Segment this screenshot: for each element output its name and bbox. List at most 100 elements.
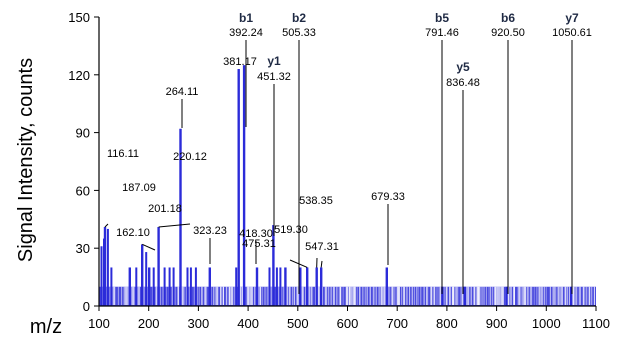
peak-bar bbox=[441, 286, 444, 306]
noise-gap bbox=[266, 286, 268, 305]
peak-mz-label: 679.33 bbox=[371, 191, 405, 203]
peak-bar bbox=[103, 227, 107, 306]
noise-gap bbox=[529, 286, 531, 305]
noise-gap bbox=[241, 286, 243, 305]
noise-gap bbox=[251, 286, 253, 305]
noise-gap bbox=[288, 286, 291, 305]
noise-gap bbox=[287, 286, 289, 305]
noise-gap bbox=[434, 286, 436, 305]
noise-gap bbox=[113, 286, 115, 305]
noise-gap bbox=[580, 286, 581, 305]
noise-gap bbox=[427, 286, 429, 305]
noise-gap bbox=[588, 286, 591, 305]
noise-gap bbox=[513, 286, 515, 305]
ion-label: y7 bbox=[565, 11, 579, 25]
peak-bar bbox=[320, 267, 323, 306]
noise-gap bbox=[250, 286, 253, 305]
noise-gap bbox=[264, 286, 266, 305]
noise-gap bbox=[198, 286, 200, 305]
noise-gap bbox=[330, 286, 332, 305]
noise-gap bbox=[473, 286, 476, 305]
noise-gap bbox=[345, 286, 348, 305]
noise-gap bbox=[542, 286, 544, 305]
peak-mz-label: 201.18 bbox=[148, 203, 182, 215]
noise-gap bbox=[159, 286, 161, 305]
peak-leader-line bbox=[289, 259, 308, 268]
noise-gap bbox=[366, 286, 368, 305]
noise-gap bbox=[531, 286, 533, 305]
ion-label: y5 bbox=[456, 60, 470, 74]
noise-gap bbox=[417, 286, 419, 305]
ion-label: b5 bbox=[435, 11, 449, 25]
noise-gap bbox=[217, 286, 219, 305]
peak-mz-label: 451.32 bbox=[257, 71, 291, 83]
noise-gap bbox=[502, 286, 504, 305]
peak-mz-label: 418.30 bbox=[239, 228, 273, 240]
noise-gap bbox=[300, 286, 303, 305]
noise-gap bbox=[416, 286, 417, 305]
noise-gap bbox=[582, 286, 585, 305]
noise-gap bbox=[228, 286, 231, 305]
noise-gap bbox=[317, 286, 320, 305]
noise-gap bbox=[352, 286, 355, 305]
peak-bar bbox=[128, 267, 131, 306]
noise-gap bbox=[391, 286, 393, 305]
noise-gap bbox=[593, 286, 595, 305]
peak-mz-label: 505.33 bbox=[282, 27, 316, 39]
minor-peak-bar bbox=[145, 252, 148, 306]
minor-peak-bar bbox=[168, 267, 171, 306]
x-tick-label: 800 bbox=[436, 316, 458, 331]
noise-gap bbox=[362, 286, 363, 305]
peak-bar bbox=[505, 286, 508, 306]
noise-gap bbox=[201, 286, 203, 305]
noise-gap bbox=[420, 286, 422, 305]
noise-gap bbox=[556, 286, 558, 305]
noise-gap bbox=[239, 286, 242, 305]
peak-mz-label: 836.48 bbox=[446, 77, 480, 89]
noise-gap bbox=[131, 286, 134, 305]
ion-label: y1 bbox=[267, 54, 281, 68]
peak-mz-label: 547.31 bbox=[305, 241, 339, 253]
noise-gap bbox=[259, 286, 262, 305]
noise-gap bbox=[231, 286, 234, 305]
peak-mz-label: 187.09 bbox=[122, 182, 156, 194]
noise-gap bbox=[438, 286, 440, 305]
x-tick-label: 1000 bbox=[532, 316, 561, 331]
noise-gap bbox=[445, 286, 448, 305]
noise-gap bbox=[249, 286, 251, 305]
x-tick-label: 500 bbox=[287, 316, 309, 331]
peak-bar bbox=[315, 267, 318, 306]
minor-peak-bar bbox=[163, 267, 166, 306]
minor-peak-bar bbox=[268, 267, 271, 306]
noise-gap bbox=[308, 286, 310, 305]
peak-mz-label: 264.11 bbox=[166, 86, 199, 98]
minor-peak-bar bbox=[279, 267, 282, 306]
peak-bar bbox=[179, 128, 182, 306]
noise-gap bbox=[488, 286, 490, 305]
peak-mz-label: 519.30 bbox=[274, 224, 308, 236]
peak-mz-label: 220.12 bbox=[173, 151, 207, 163]
noise-gap bbox=[126, 286, 129, 305]
peak-mz-label: 920.50 bbox=[491, 27, 525, 39]
peak-mz-label: 323.23 bbox=[193, 225, 227, 237]
peak-labels: 116.11 162.10 187.09 201.18 220.12 264.11 323.… bbox=[104, 11, 592, 294]
peak-leader-line bbox=[104, 223, 109, 228]
peak-bar bbox=[463, 286, 466, 306]
x-tick-label: 600 bbox=[337, 316, 359, 331]
peak-bar bbox=[255, 267, 259, 306]
noise-gap bbox=[332, 286, 335, 305]
y-tick-label: 150 bbox=[68, 10, 90, 25]
noise-gap bbox=[225, 286, 228, 305]
noise-gap bbox=[439, 286, 442, 305]
peak-bar bbox=[141, 244, 144, 306]
noise-gap bbox=[280, 286, 283, 305]
noise-gap bbox=[411, 286, 414, 305]
noise-gap bbox=[510, 286, 512, 305]
noise-gap bbox=[292, 286, 294, 305]
minor-peak-bar bbox=[172, 267, 175, 306]
noise-gap bbox=[414, 286, 415, 305]
noise-gap bbox=[165, 286, 167, 305]
noise-gap bbox=[497, 286, 500, 305]
noise-gap bbox=[490, 286, 491, 305]
noise-gap bbox=[121, 286, 123, 305]
